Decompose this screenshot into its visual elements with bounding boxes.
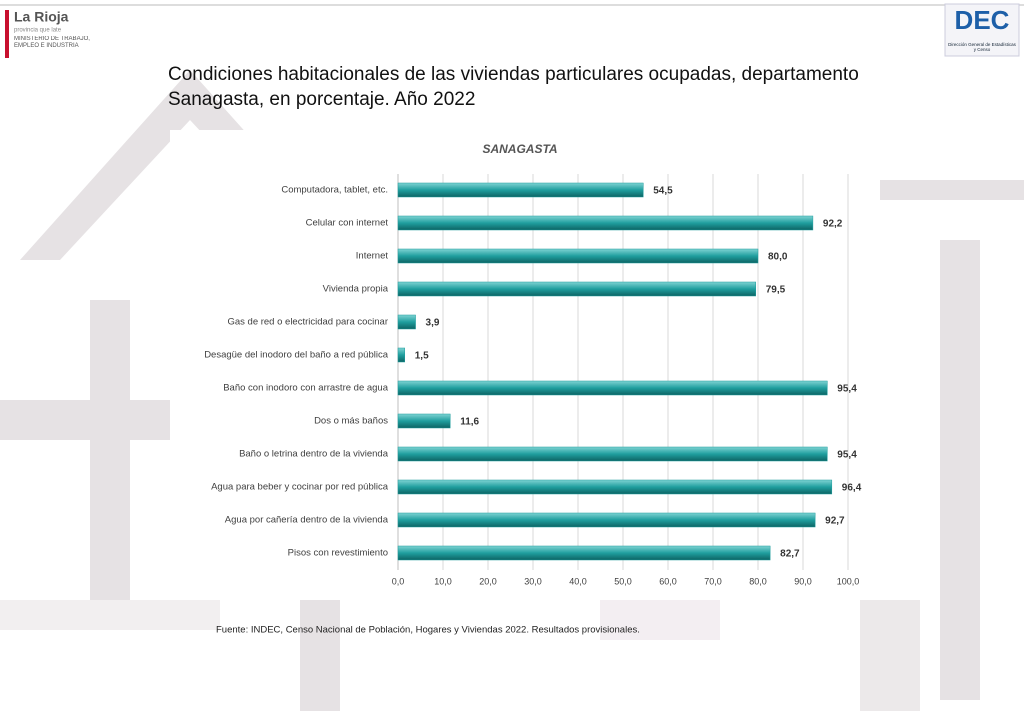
value-label: 1,5: [415, 351, 429, 362]
chart-subtitle: SANAGASTA: [482, 142, 557, 156]
y-tick-label: Celular con internet: [306, 218, 389, 229]
x-tick-label: 40,0: [569, 576, 587, 586]
x-tick-label: 10,0: [434, 576, 452, 586]
bar: [397, 380, 828, 396]
y-tick-label: Gas de red o electricidad para cocinar: [227, 317, 388, 328]
logo-right: DEC Dirección General de Estadísticas y …: [944, 3, 1020, 57]
bar: [397, 347, 405, 363]
bar: [397, 281, 756, 297]
x-tick-label: 70,0: [704, 576, 722, 586]
value-label: 95,4: [837, 384, 857, 395]
x-tick-label: 80,0: [749, 576, 767, 586]
logo-text: provincia que late: [14, 28, 62, 34]
x-tick-label: 20,0: [479, 576, 497, 586]
y-tick-label: Pisos con revestimiento: [288, 548, 388, 559]
slide-title: Condiciones habitacionales de las vivien…: [168, 64, 859, 110]
bar: [397, 314, 416, 330]
bar: [397, 479, 833, 495]
bar: [397, 248, 759, 264]
bar: [397, 182, 644, 198]
bar: [397, 545, 771, 561]
y-tick-label: Dos o más baños: [314, 416, 388, 427]
x-tick-label: 100,0: [837, 576, 860, 586]
bar: [397, 446, 828, 462]
y-tick-label: Computadora, tablet, etc.: [281, 185, 388, 196]
y-tick-label: Agua para beber y cocinar por red públic…: [211, 482, 389, 493]
bar: [397, 413, 451, 429]
y-tick-label: Agua por cañería dentro de la vivienda: [225, 515, 389, 526]
logo-left: La Rioja provincia que late MINISTERIO D…: [5, 9, 90, 58]
value-label: 80,0: [768, 252, 788, 263]
value-label: 82,7: [780, 549, 800, 560]
value-label: 79,5: [766, 285, 786, 296]
value-label: 3,9: [426, 318, 440, 329]
x-tick-label: 60,0: [659, 576, 677, 586]
value-label: 96,4: [842, 483, 862, 494]
value-label: 92,7: [825, 516, 845, 527]
bar: [397, 512, 816, 528]
y-tick-label: Internet: [356, 251, 389, 262]
x-tick-label: 30,0: [524, 576, 542, 586]
logo-text: MINISTERIO DE TRABAJO, EMPLEO E INDUSTRI…: [14, 36, 90, 49]
x-tick-label: 0,0: [392, 576, 405, 586]
x-tick-label: 90,0: [794, 576, 812, 586]
source-note: Fuente: INDEC, Censo Nacional de Poblaci…: [216, 625, 640, 636]
logo-text: DEC: [955, 5, 1010, 35]
value-label: 92,2: [823, 219, 843, 230]
y-tick-label: Vivienda propia: [323, 284, 389, 295]
value-label: 11,6: [460, 417, 479, 428]
y-tick-label: Baño con inodoro con arrastre de agua: [223, 383, 388, 394]
bar: [397, 215, 814, 231]
y-tick-label: Baño o letrina dentro de la vivienda: [239, 449, 389, 460]
value-label: 95,4: [837, 450, 857, 461]
value-label: 54,5: [653, 186, 673, 197]
x-tick-label: 50,0: [614, 576, 632, 586]
logo-text: Dirección General de Estadísticas y Cens…: [948, 42, 1016, 52]
logo-text: La Rioja: [14, 9, 69, 25]
y-tick-label: Desagüe del inodoro del baño a red públi…: [204, 350, 389, 361]
chart-panel: [170, 130, 870, 600]
